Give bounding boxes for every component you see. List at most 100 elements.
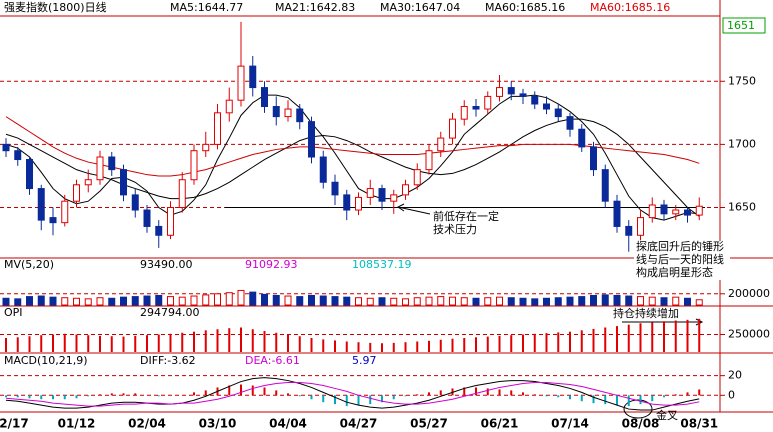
bar bbox=[122, 336, 125, 352]
x-tick-label: 05/27 bbox=[410, 417, 448, 431]
volume-bar bbox=[413, 297, 421, 306]
candle-body bbox=[343, 194, 351, 211]
candle-body bbox=[578, 128, 586, 148]
volume-bar bbox=[261, 293, 268, 306]
candle-body bbox=[249, 65, 257, 89]
volume-bar bbox=[237, 289, 245, 306]
candle-body bbox=[496, 87, 503, 97]
volume-bar bbox=[14, 298, 22, 306]
volume-bar bbox=[695, 299, 703, 306]
bar bbox=[322, 339, 325, 352]
volume-bar bbox=[61, 297, 69, 306]
volume-bar bbox=[131, 296, 139, 306]
candle-body bbox=[413, 169, 421, 186]
panel-label: 91092.93 bbox=[245, 258, 298, 271]
bar bbox=[557, 332, 560, 352]
volume-bar bbox=[590, 294, 597, 306]
candle-body bbox=[425, 150, 433, 171]
arrow-head bbox=[695, 318, 704, 326]
bar bbox=[533, 333, 536, 352]
candle-body bbox=[566, 116, 574, 130]
note-bg bbox=[634, 267, 730, 280]
candle-body bbox=[366, 188, 374, 198]
bar bbox=[381, 343, 383, 352]
bar bbox=[216, 329, 219, 352]
volume-bar bbox=[331, 296, 339, 306]
annotation: 持仓持续增加 bbox=[613, 306, 679, 320]
volume-bar bbox=[507, 297, 515, 306]
bar bbox=[522, 334, 524, 352]
last-price-box bbox=[722, 17, 766, 34]
bar bbox=[287, 334, 289, 352]
bar bbox=[463, 338, 466, 352]
candle-body bbox=[590, 146, 597, 171]
panel-label: 294794.00 bbox=[140, 306, 200, 319]
candle-body bbox=[120, 169, 127, 196]
x-tick-label: 04/04 bbox=[269, 417, 307, 431]
bar bbox=[404, 342, 407, 352]
diff-line bbox=[5, 377, 700, 411]
panel-label: 93490.00 bbox=[140, 258, 193, 271]
arrow-head bbox=[397, 203, 405, 212]
bar bbox=[63, 333, 66, 352]
bar bbox=[16, 337, 19, 352]
bar bbox=[616, 326, 618, 352]
bar bbox=[569, 331, 571, 352]
candle-body bbox=[660, 204, 668, 215]
candle-body bbox=[460, 106, 468, 120]
volume-bar bbox=[319, 295, 327, 306]
volume-bar bbox=[402, 298, 409, 306]
bar bbox=[428, 340, 430, 352]
candle-body bbox=[437, 137, 445, 152]
bar bbox=[510, 335, 513, 352]
x-tick-label: 02/04 bbox=[128, 417, 166, 431]
candle-body bbox=[672, 209, 680, 215]
bar bbox=[334, 340, 336, 352]
annotation: 金叉 bbox=[656, 408, 678, 422]
note-bg bbox=[634, 254, 730, 267]
x-tick-label: 04/27 bbox=[340, 417, 378, 431]
bar bbox=[146, 335, 148, 352]
bar bbox=[75, 334, 78, 352]
candle-body bbox=[2, 143, 10, 152]
candle-body bbox=[484, 95, 492, 110]
bar bbox=[28, 336, 31, 352]
bar bbox=[357, 342, 360, 352]
bar bbox=[486, 336, 489, 352]
volume-bar bbox=[449, 296, 456, 306]
bar bbox=[40, 335, 43, 352]
candle-body bbox=[26, 159, 33, 190]
candle-body bbox=[14, 150, 22, 161]
bar bbox=[345, 341, 348, 352]
panel-title: MV(5,20) bbox=[4, 258, 54, 271]
volume-bar bbox=[343, 296, 351, 306]
candle-body bbox=[61, 200, 69, 224]
candle-body bbox=[684, 209, 691, 216]
bar bbox=[157, 334, 160, 352]
y-tick-label: 20 bbox=[728, 369, 742, 382]
candle-body bbox=[543, 103, 550, 110]
volume-bar bbox=[37, 295, 45, 306]
volume-bar bbox=[554, 297, 562, 306]
volume-bar bbox=[460, 297, 468, 306]
chart-title: 强麦指数(1800)日线 bbox=[4, 0, 107, 14]
volume-bar bbox=[366, 297, 374, 306]
volume-bar bbox=[519, 297, 527, 306]
bar bbox=[298, 336, 301, 352]
volume-bar bbox=[496, 296, 503, 306]
panel-label: DIFF:-3.62 bbox=[140, 354, 196, 367]
bar bbox=[310, 338, 313, 352]
bar bbox=[639, 323, 642, 352]
candle-body bbox=[319, 156, 327, 183]
bar bbox=[580, 330, 583, 352]
last-price: 1651 bbox=[727, 19, 755, 32]
volume-bar bbox=[625, 295, 633, 306]
candle-body bbox=[378, 188, 386, 202]
x-tick-label: 01/12 bbox=[58, 417, 96, 431]
ma-label: MA21:1642.83 bbox=[275, 1, 355, 14]
x-tick-label: 2/17 bbox=[0, 417, 29, 431]
candle-body bbox=[472, 106, 480, 110]
volume-bar bbox=[120, 296, 127, 306]
candle-body bbox=[519, 93, 527, 97]
volume-bar bbox=[543, 297, 550, 306]
